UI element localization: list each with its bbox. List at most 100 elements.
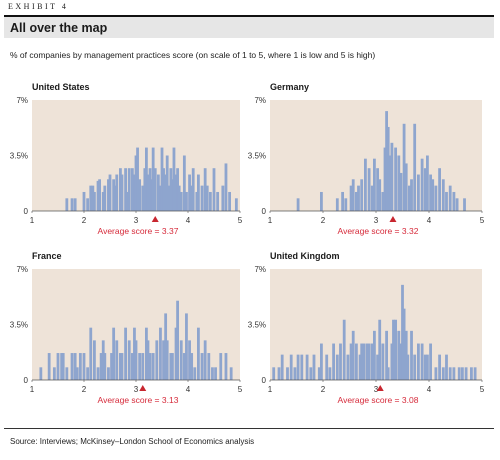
histogram-bar	[134, 155, 138, 211]
x-tick-label: 5	[480, 385, 485, 394]
histogram-bar	[101, 340, 105, 380]
histogram-bar	[286, 367, 289, 380]
histogram-bar	[402, 308, 406, 380]
histogram-bar	[402, 123, 406, 211]
histogram-bar	[344, 198, 348, 211]
histogram-bar	[420, 158, 424, 211]
histogram-bar	[438, 168, 441, 211]
histogram-bar	[156, 174, 160, 211]
histogram-bar	[103, 353, 107, 380]
histogram-bar	[197, 174, 200, 211]
average-score-label: Average score = 3.32	[338, 226, 419, 236]
y-tick-label: 3.5%	[10, 321, 28, 330]
histogram-bar	[417, 174, 420, 211]
histogram-bar	[143, 168, 147, 211]
histogram-bar	[207, 353, 211, 380]
histogram-bar	[176, 168, 179, 211]
histogram-bar	[151, 147, 155, 211]
x-tick-label: 2	[321, 385, 326, 394]
histogram-bar	[160, 147, 164, 211]
histogram-bar	[136, 147, 139, 211]
histogram-bar	[125, 191, 129, 211]
histogram-bar	[182, 353, 186, 380]
histogram-bar	[392, 319, 395, 380]
x-tick-label: 3	[134, 385, 139, 394]
histogram-bar	[70, 353, 74, 380]
histogram-bar	[190, 185, 194, 211]
histogram-bar	[191, 168, 195, 211]
histogram-bar	[159, 327, 162, 380]
histogram-bar	[228, 191, 231, 211]
histogram-bar	[342, 319, 346, 380]
histogram-bar	[86, 367, 90, 380]
histogram-bar	[110, 353, 113, 380]
histogram-bar	[112, 327, 116, 380]
histogram-bar	[127, 168, 131, 211]
histogram-bar	[93, 191, 96, 211]
histogram-bar	[455, 198, 459, 211]
histogram-bar	[82, 191, 86, 211]
histogram-bar	[224, 163, 228, 211]
histogram-bar	[164, 174, 168, 211]
histogram-bar	[388, 155, 392, 211]
histogram-bar	[434, 185, 438, 211]
histogram-bar	[452, 367, 456, 380]
histogram-bar	[115, 174, 119, 211]
y-tick-label: 7%	[254, 96, 266, 105]
histogram-bar	[445, 354, 448, 380]
histogram-bar	[426, 354, 429, 380]
exhibit-label: EXHIBIT 4	[8, 2, 69, 11]
histogram-bar	[39, 367, 43, 380]
histogram-bar	[179, 340, 183, 380]
histogram-bar	[200, 185, 204, 211]
histogram-bar	[272, 367, 276, 380]
histogram-bar	[155, 340, 159, 380]
histogram-bar	[335, 354, 339, 380]
histogram-bar	[124, 168, 127, 211]
average-score-label: Average score = 3.37	[98, 226, 179, 236]
histogram-bar	[434, 367, 438, 380]
histogram-bar	[212, 168, 216, 211]
histogram-bar	[151, 353, 155, 380]
x-tick-label: 1	[30, 216, 35, 225]
histogram-bar	[378, 179, 382, 211]
histogram-bar	[365, 343, 369, 380]
histogram-bar	[385, 330, 388, 380]
histogram-bar	[332, 343, 335, 380]
histogram-bar	[208, 191, 212, 211]
histogram-bar	[417, 343, 420, 380]
histogram-bar	[429, 174, 432, 211]
histogram-bar	[185, 191, 188, 211]
histogram-bar	[176, 300, 179, 380]
histogram-bar	[309, 367, 313, 380]
histogram-bar	[133, 174, 136, 211]
histogram-bar	[47, 353, 51, 380]
histogram-bar	[325, 354, 329, 380]
histogram-bar	[351, 330, 355, 380]
histogram-bar	[200, 353, 204, 380]
y-tick-label: 3.5%	[248, 152, 266, 161]
x-tick-label: 1	[268, 216, 273, 225]
histogram-bar	[448, 367, 452, 380]
histogram-bar	[289, 354, 293, 380]
histogram-bar	[73, 198, 77, 211]
histogram-bar	[390, 343, 394, 380]
histogram-bar	[441, 179, 445, 211]
histogram-bar	[162, 340, 165, 380]
y-tick-label: 0	[262, 376, 267, 385]
histogram-bar	[124, 327, 127, 380]
histogram-bar	[386, 367, 390, 380]
histogram-bar	[406, 354, 410, 380]
histogram-bar	[335, 198, 339, 211]
histogram-bar	[153, 168, 157, 211]
histogram-bar	[190, 353, 194, 380]
histogram-bar	[203, 340, 207, 380]
x-tick-label: 5	[238, 385, 243, 394]
x-tick-label: 5	[238, 216, 243, 225]
histogram-bar	[174, 174, 178, 211]
histogram-bar	[429, 343, 432, 380]
charts-area: United States 0 3.5% 7% 1 2 3 4 5 Average score =…	[10, 82, 485, 405]
histogram-bar	[141, 185, 145, 211]
histogram-bar	[460, 367, 464, 380]
histogram-bar	[188, 340, 191, 380]
